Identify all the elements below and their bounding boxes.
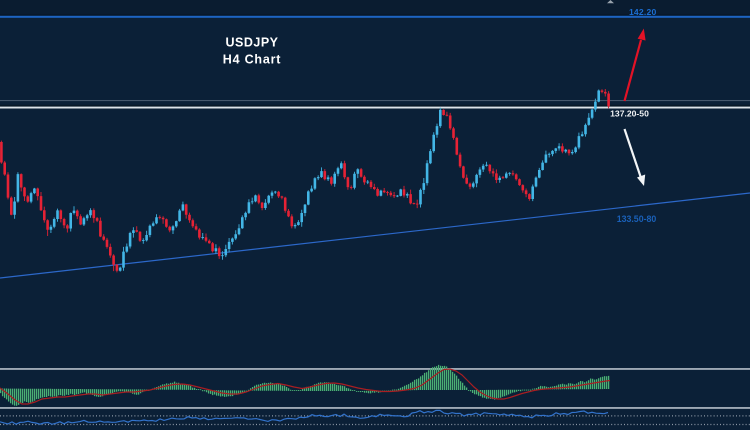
svg-text:133.50-80: 133.50-80	[617, 214, 657, 224]
svg-text:137.20-50: 137.20-50	[610, 109, 649, 119]
svg-text:USDJPY: USDJPY	[225, 36, 278, 50]
svg-text:H4 Chart: H4 Chart	[223, 53, 282, 67]
svg-text:142.20: 142.20	[629, 7, 657, 17]
